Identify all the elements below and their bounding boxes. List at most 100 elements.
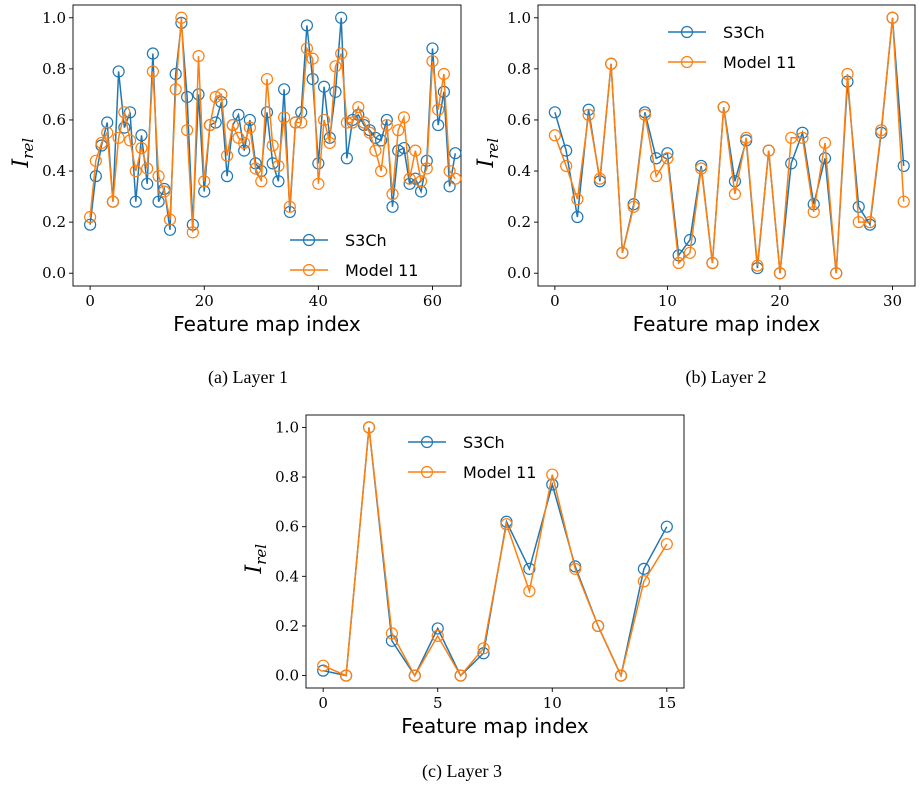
data-point-model-11: [886, 11, 899, 24]
x-tick-label: 10: [658, 292, 677, 310]
plot-frame: [72, 4, 462, 287]
data-point-model-11: [409, 144, 422, 157]
chart-1: 0 20 40 60 0.0 0.2 0.4 0.6 0.8 1.0 Feature map ind…: [9, 4, 462, 388]
legend-label: Model 11: [723, 53, 796, 72]
data-point-model-11: [192, 49, 205, 63]
data-point-model-11: [306, 52, 319, 65]
data-point-s3ch: [232, 108, 245, 121]
data-point-model-11: [243, 121, 256, 134]
y-tick-label: 0.0: [507, 264, 531, 282]
data-point-model-11: [255, 175, 268, 188]
data-point-s3ch: [443, 180, 456, 193]
chart-caption: (b) Layer 2: [686, 367, 767, 388]
data-point-model-11: [638, 108, 652, 121]
legend-marker: [680, 25, 694, 39]
data-point-model-11: [683, 246, 697, 259]
data-point-s3ch: [375, 134, 388, 147]
chart-2: 0 10 20 30 0.0 0.2 0.4 0.6 0.8 1.0 Feature map ind…: [474, 4, 916, 388]
data-point-model-11: [123, 134, 137, 147]
data-point-model-11: [740, 131, 753, 144]
data-point-model-11: [312, 177, 325, 190]
y-axis-label-main: I: [9, 158, 34, 169]
x-tick-label: 0: [550, 292, 560, 310]
data-point-model-11: [289, 116, 302, 129]
data-point-model-11: [414, 175, 428, 188]
x-axis-label: Feature map index: [173, 312, 361, 336]
data-point-model-11: [317, 113, 331, 127]
y-tick-label: 0.8: [42, 60, 66, 78]
data-point-model-11: [454, 669, 467, 682]
data-point-model-11: [408, 669, 421, 682]
y-tick-label: 0.6: [42, 111, 66, 129]
data-point-model-11: [426, 55, 439, 68]
legend-marker: [302, 263, 316, 277]
y-tick-label: 0.4: [275, 567, 299, 585]
x-tick-label: 20: [770, 292, 789, 310]
data-point-model-11: [548, 129, 561, 142]
data-point-model-11: [523, 585, 536, 598]
data-point-model-11: [352, 101, 365, 114]
data-point-model-11: [875, 124, 888, 137]
x-tick-label: 10: [543, 694, 562, 712]
data-point-s3ch: [852, 200, 865, 213]
data-point-s3ch: [546, 478, 559, 491]
data-point-model-11: [106, 195, 120, 208]
data-point-model-11: [751, 259, 764, 272]
data-point-model-11: [616, 246, 629, 259]
y-tick-label: 0.4: [42, 162, 66, 180]
data-point-model-11: [238, 136, 251, 150]
data-point-s3ch: [323, 131, 336, 144]
data-point-model-11: [260, 72, 274, 86]
series-line-model-11: [89, 17, 456, 233]
data-point-s3ch: [818, 152, 832, 165]
data-point-s3ch: [637, 562, 651, 575]
legend-label: S3Ch: [463, 433, 505, 452]
data-point-model-11: [209, 90, 222, 104]
y-axis-label-sub: rel: [19, 138, 37, 159]
data-point-s3ch: [243, 113, 256, 127]
data-point-s3ch: [300, 19, 314, 32]
data-point-model-11: [323, 136, 336, 150]
y-axis-label: Irel: [474, 138, 502, 169]
data-point-s3ch: [449, 147, 462, 160]
data-point-s3ch: [278, 83, 291, 96]
data-point-model-11: [340, 116, 353, 129]
data-point-model-11: [186, 226, 199, 239]
data-point-s3ch: [785, 157, 798, 170]
data-point-model-11: [226, 118, 239, 132]
x-axis-label: Feature map index: [633, 312, 821, 336]
data-point-s3ch: [432, 118, 445, 132]
data-point-s3ch: [238, 144, 251, 157]
data-point-s3ch: [317, 80, 331, 93]
data-point-model-11: [89, 154, 102, 167]
data-point-model-11: [569, 562, 582, 575]
data-point-s3ch: [272, 175, 285, 188]
data-point-model-11: [560, 159, 573, 173]
data-point-s3ch: [728, 175, 742, 188]
data-point-s3ch: [340, 152, 353, 165]
data-point-model-11: [169, 83, 182, 96]
data-point-model-11: [369, 144, 382, 157]
data-point-model-11: [582, 108, 595, 121]
data-point-model-11: [141, 162, 154, 175]
data-point-model-11: [717, 101, 730, 114]
legend-marker: [680, 55, 694, 69]
data-point-model-11: [807, 205, 820, 219]
chart-3: 0 5 10 15 0.0 0.2 0.4 0.6 0.8 1.0 Feature map inde…: [242, 414, 685, 782]
data-point-model-11: [571, 193, 584, 206]
data-point-model-11: [95, 136, 108, 150]
data-point-model-11: [375, 164, 388, 178]
data-point-s3ch: [571, 210, 584, 224]
data-point-model-11: [135, 141, 148, 155]
data-point-s3ch: [385, 634, 399, 647]
y-tick-label: 0.8: [507, 60, 531, 78]
x-tick-label: 0: [85, 292, 95, 310]
data-point-model-11: [129, 164, 142, 178]
data-point-s3ch: [260, 106, 274, 119]
y-axis-label-main: I: [474, 158, 499, 169]
data-point-model-11: [830, 267, 843, 280]
x-axis-label: Feature map index: [401, 714, 589, 738]
data-point-model-11: [272, 159, 285, 173]
data-point-model-11: [841, 67, 854, 81]
